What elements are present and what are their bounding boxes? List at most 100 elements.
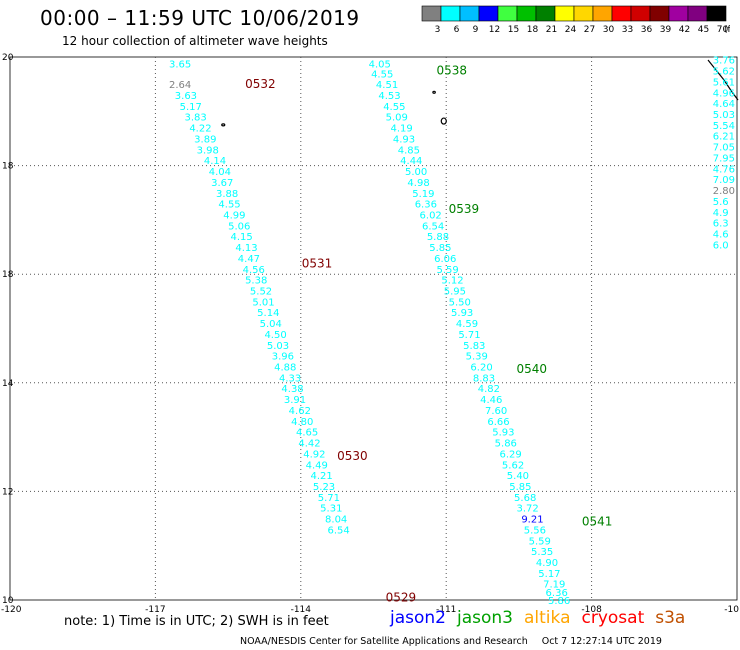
wave-height-label: 3.89: [194, 134, 216, 145]
wave-height-label: 6.66: [487, 417, 509, 428]
wave-height-label: 8.04: [325, 515, 347, 526]
wave-height-label: 5.88: [427, 232, 449, 243]
colorbar-tick-label: 12: [489, 25, 500, 34]
wave-height-label: 5.85: [429, 243, 451, 254]
colorbar-tick-label: 30: [603, 25, 615, 34]
island-outline: [432, 90, 436, 94]
colorbar-tick-label: 3: [435, 25, 441, 34]
wave-height-label: 4.44: [400, 156, 422, 167]
wave-height-label: 3.83: [184, 113, 206, 124]
wave-height-label: 5.23: [313, 482, 335, 493]
legend-cryosat: cryosat: [581, 608, 645, 628]
wave-height-label: 5.6: [713, 197, 729, 208]
wave-height-label: 6.0: [713, 240, 729, 251]
wave-height-label: 7.09: [713, 175, 735, 186]
wave-height-label: 2.64: [169, 80, 191, 91]
longitude-tick-label: -108: [581, 605, 602, 615]
colorbar-tick-label: 33: [622, 25, 633, 34]
legend-s3a: s3a: [655, 608, 686, 628]
colorbar-tick-label: 21: [546, 25, 557, 34]
wave-height-label: 5.52: [250, 286, 272, 297]
wave-height-label: 5.95: [444, 286, 466, 297]
wave-height-label: 4.90: [536, 558, 558, 569]
track-time-label: 0529: [386, 590, 417, 604]
footer: NOAA/NESDIS Center for Satellite Applica…: [240, 636, 662, 647]
colorbar-tick-label: 18: [527, 25, 539, 34]
wave-height-label: 6.02: [420, 210, 442, 221]
wave-height-label: 4.6: [713, 229, 729, 240]
wave-height-label: 5.31: [320, 504, 342, 515]
latitude-tick-label: 18: [2, 270, 14, 280]
wave-height-label: 3.72: [516, 504, 538, 515]
wave-height-label: 4.56: [243, 265, 265, 276]
longitude-tick-label: -117: [145, 605, 165, 615]
wave-height-label: 8.83: [473, 373, 495, 384]
wave-height-label: 4.42: [298, 439, 320, 450]
latitude-tick-label: 14: [2, 379, 14, 389]
longitude-tick-label: -10: [724, 605, 739, 615]
wave-height-label: 5.59: [529, 536, 551, 547]
colorbar-tick-label: 27: [584, 25, 595, 34]
wave-height-label: 5.83: [463, 341, 485, 352]
wave-height-label: 5.85: [509, 482, 531, 493]
wave-height-label: 7.60: [485, 406, 507, 417]
island-outline: [440, 117, 447, 125]
wave-height-label: 5.01: [252, 297, 274, 308]
wave-height-label: 6.54: [422, 221, 444, 232]
units-note: note: 1) Time is in UTC; 2) SWH is in fe…: [64, 614, 329, 629]
longitude-tick-label: -120: [1, 605, 22, 615]
wave-height-label: 5.17: [538, 569, 560, 580]
wave-height-label: 3.91: [284, 395, 306, 406]
track-time-label: 0541: [582, 514, 613, 528]
wave-height-label: 6.29: [500, 449, 522, 460]
wave-height-label: 4.9: [713, 208, 729, 219]
coastline: [707, 59, 739, 101]
wave-height-label: 4.49: [306, 460, 328, 471]
longitude-tick-label: -114: [291, 605, 312, 615]
wave-height-label: 5.54: [713, 121, 735, 132]
wave-height-label: 5.62: [502, 460, 524, 471]
wave-height-label: 4.64: [713, 99, 735, 110]
wave-height-label: 4.38: [281, 384, 303, 395]
wave-height-label: 4.47: [238, 254, 260, 265]
wave-height-label: 4.15: [231, 232, 253, 243]
wave-height-label: 5.71: [458, 330, 480, 341]
wave-height-label: 5.93: [492, 428, 514, 439]
wave-height-label: 5.71: [318, 493, 340, 504]
wave-height-label: 4.53: [378, 91, 400, 102]
wave-height-label: 5.00: [405, 167, 427, 178]
wave-height-label: 4.85: [398, 145, 420, 156]
map-frame: [9, 56, 738, 601]
wave-height-label: 4.65: [296, 428, 318, 439]
wave-height-label: 6.21: [713, 132, 735, 143]
wave-height-label: 5.50: [449, 297, 471, 308]
wave-height-label: 5.03: [713, 110, 735, 121]
chart-title: 00:00 – 11:59 UTC 10/06/2019: [40, 6, 360, 30]
wave-height-label: 4.99: [223, 210, 245, 221]
wave-height-label: 3.88: [216, 189, 238, 200]
wave-height-label: 4.62: [289, 406, 311, 417]
wave-height-label: 7.05: [713, 143, 735, 154]
colorbar-tick-label: 15: [508, 25, 519, 34]
wave-height-label: 4.22: [189, 124, 211, 135]
wave-height-label: 4.50: [264, 330, 286, 341]
wave-height-label: 4.92: [303, 449, 325, 460]
wave-height-label: 4.82: [478, 384, 500, 395]
wave-height-label: 3.65: [169, 60, 191, 71]
wave-height-label: 6.06: [434, 254, 456, 265]
wave-height-label: 6.54: [327, 525, 349, 536]
satellite-legend: jason2 jason3 altika cryosat s3a: [390, 608, 696, 628]
latitude-tick-label: 20: [2, 53, 14, 63]
legend-altika: altika: [524, 608, 571, 628]
wave-height-label: 4.88: [274, 363, 296, 374]
wave-height-label: 5.14: [257, 308, 279, 319]
wave-height-label: 6.20: [470, 363, 492, 374]
wave-height-label: 5.86: [495, 439, 517, 450]
colorbar-tick-label: 42: [679, 25, 690, 34]
wave-height-label: 5.12: [441, 276, 463, 287]
wave-height-label: 4.13: [235, 243, 257, 254]
wave-height-label: 7.19: [543, 580, 565, 591]
wave-height-label: 4.55: [218, 200, 240, 211]
wave-height-label: 5.61: [713, 77, 735, 88]
